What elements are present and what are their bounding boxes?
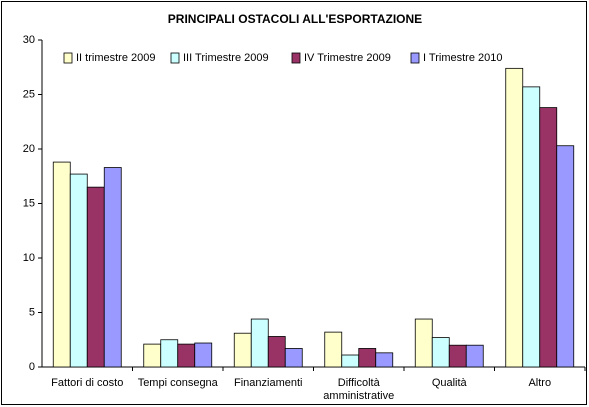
bar <box>505 67 524 368</box>
bar <box>103 167 122 368</box>
legend-label: IV Trimestre 2009 <box>304 52 391 64</box>
bar <box>522 86 541 368</box>
bar <box>358 348 377 368</box>
legend-label: III Trimestre 2009 <box>183 52 269 64</box>
y-tick-label: 30 <box>23 34 35 46</box>
bar <box>284 348 303 368</box>
y-tick-label: 20 <box>23 143 35 155</box>
bar <box>431 337 450 368</box>
legend-swatch <box>170 52 180 64</box>
x-tick-label: Qualità <box>432 377 468 389</box>
y-tick-label: 10 <box>23 252 35 264</box>
y-tick-label: 0 <box>29 361 35 373</box>
x-tick-label: Finanziamenti <box>234 377 302 389</box>
x-tick-label: Difficoltà amministrative <box>323 377 394 402</box>
bar <box>375 352 394 368</box>
bar <box>267 336 286 368</box>
legend-label: I Trimestre 2010 <box>423 52 502 64</box>
bar <box>177 343 196 368</box>
bar <box>448 344 467 368</box>
bar <box>324 331 343 368</box>
bar <box>341 354 360 368</box>
y-tick-label: 5 <box>29 306 35 318</box>
bar <box>194 342 213 368</box>
bar <box>556 145 575 368</box>
bar <box>414 318 433 368</box>
bar <box>233 332 252 368</box>
bar <box>465 344 484 368</box>
bar <box>69 173 88 368</box>
bar <box>160 339 179 368</box>
legend-swatch <box>410 52 420 64</box>
chart-title: PRINCIPALI OSTACOLI ALL'ESPORTAZIONE <box>168 12 422 26</box>
bar <box>250 318 269 368</box>
legend-swatch <box>291 52 301 64</box>
y-tick-label: 15 <box>23 197 35 209</box>
bar <box>539 107 558 368</box>
x-tick-label: Tempi consegna <box>138 377 219 389</box>
y-tick-label: 25 <box>23 88 35 100</box>
bar <box>143 343 162 368</box>
x-tick-label: Altro <box>528 377 551 389</box>
legend-label: II trimestre 2009 <box>76 52 155 64</box>
bar <box>86 186 105 368</box>
bar <box>52 161 71 368</box>
x-tick-label: Fattori di costo <box>51 377 123 389</box>
legend-swatch <box>63 52 73 64</box>
